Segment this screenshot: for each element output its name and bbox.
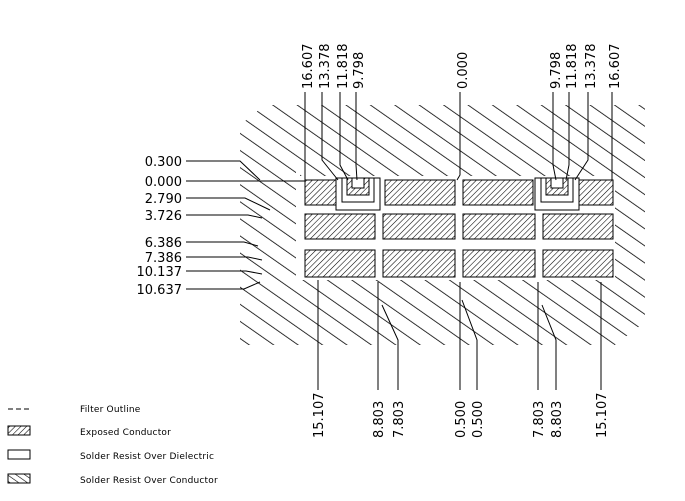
top-label-right-1: 9.798 [549, 52, 564, 89]
pad-r2-3 [462, 213, 536, 240]
legend-item-solder-resist-dielectric: Solder Resist Over Dielectric [7, 449, 214, 462]
legend: Filter Outline Exposed Conductor Solder … [7, 405, 218, 486]
empty-box-icon [7, 449, 31, 460]
legend-label-solder-resist-conductor: Solder Resist Over Conductor [80, 476, 218, 486]
left-label-3: 2.790 [145, 192, 182, 207]
bottom-label-right-pair-2: 8.803 [550, 401, 565, 438]
bottom-dimension-labels: 15.107 8.803 7.803 0.500 0.500 7.803 8.8… [312, 393, 610, 439]
nested-outline-left [335, 177, 381, 211]
left-label-7: 10.137 [137, 265, 183, 280]
bottom-label-right-outer: 15.107 [595, 393, 610, 439]
legend-item-solder-resist-conductor: Solder Resist Over Conductor [7, 473, 218, 486]
sparse-hatch-icon [7, 473, 31, 484]
bottom-label-left-pair-1: 8.803 [372, 401, 387, 438]
legend-label-solder-resist-dielectric: Solder Resist Over Dielectric [80, 452, 214, 462]
legend-label-exposed-conductor: Exposed Conductor [80, 428, 171, 438]
pad-r3-1 [304, 249, 376, 278]
top-label-left-2: 13.378 [318, 44, 333, 90]
pad-r1-2 [384, 179, 456, 206]
bottom-label-left-pair-2: 7.803 [392, 401, 407, 438]
top-label-left-3: 11.818 [336, 44, 351, 90]
bottom-label-left-outer: 15.107 [312, 393, 327, 439]
top-label-right-4: 16.607 [608, 44, 623, 90]
left-label-4: 3.726 [145, 209, 182, 224]
legend-label-filter-outline: Filter Outline [80, 405, 141, 415]
left-label-8: 10.637 [137, 283, 183, 298]
pad-r3-2 [382, 249, 456, 278]
nested-outline-right [534, 177, 580, 211]
left-label-2: 0.000 [145, 175, 182, 190]
pad-r3-3 [462, 249, 536, 278]
pad-r2-4 [542, 213, 614, 240]
top-label-center: 0.000 [456, 52, 471, 89]
top-label-left-4: 9.798 [352, 52, 367, 89]
top-leader-lines [304, 92, 613, 181]
bottom-leader-lines [317, 280, 602, 390]
pad-r1-3 [462, 179, 534, 206]
top-label-left-1: 16.607 [301, 44, 316, 90]
left-leader-lines [186, 160, 305, 290]
bottom-label-right-pair-1: 7.803 [532, 401, 547, 438]
left-label-6: 7.386 [145, 251, 182, 266]
left-label-5: 6.386 [145, 236, 182, 251]
left-label-1: 0.300 [145, 155, 182, 170]
top-dimension-labels: 16.607 13.378 11.818 9.798 0.000 9.798 1… [301, 44, 623, 90]
top-label-right-2: 11.818 [565, 44, 580, 90]
legend-item-exposed-conductor: Exposed Conductor [7, 425, 171, 438]
legend-item-filter-outline: Filter Outline [8, 405, 141, 415]
pad-r3-4 [542, 249, 614, 278]
pad-r2-1 [304, 213, 376, 240]
exposed-conductor-blocks [304, 179, 614, 278]
pad-r2-2 [382, 213, 456, 240]
bottom-label-center-2: 0.500 [471, 401, 486, 438]
bottom-label-center-1: 0.500 [454, 401, 469, 438]
dense-hatch-icon [7, 425, 31, 436]
left-dimension-labels: 0.300 0.000 2.790 3.726 6.386 7.386 10.1… [137, 155, 183, 298]
top-label-right-3: 13.378 [584, 44, 599, 90]
